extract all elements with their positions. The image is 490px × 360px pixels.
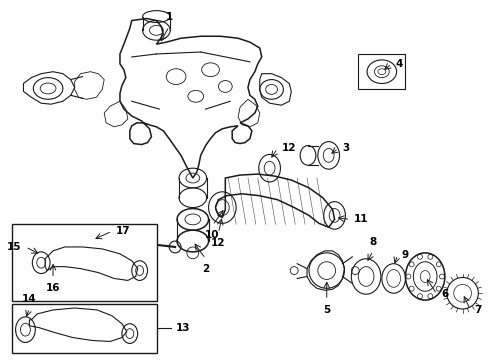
Text: 9: 9 — [401, 250, 409, 260]
Text: 2: 2 — [202, 264, 209, 274]
Text: 6: 6 — [441, 289, 448, 299]
Text: 4: 4 — [395, 59, 403, 69]
Text: 17: 17 — [116, 226, 131, 236]
Text: 13: 13 — [176, 323, 191, 333]
Text: 10: 10 — [205, 230, 220, 240]
Text: 14: 14 — [22, 294, 37, 304]
Text: 12: 12 — [281, 144, 296, 153]
Text: 5: 5 — [323, 305, 330, 315]
Text: 12: 12 — [211, 238, 226, 248]
Text: 3: 3 — [343, 144, 350, 153]
Bar — [12, 304, 157, 353]
Text: 15: 15 — [7, 242, 22, 252]
Text: 16: 16 — [46, 283, 60, 293]
Text: 11: 11 — [354, 215, 369, 224]
Text: 1: 1 — [166, 13, 173, 22]
Text: 8: 8 — [369, 237, 377, 247]
Bar — [358, 54, 406, 89]
Bar — [12, 224, 157, 301]
Text: 7: 7 — [474, 305, 482, 315]
